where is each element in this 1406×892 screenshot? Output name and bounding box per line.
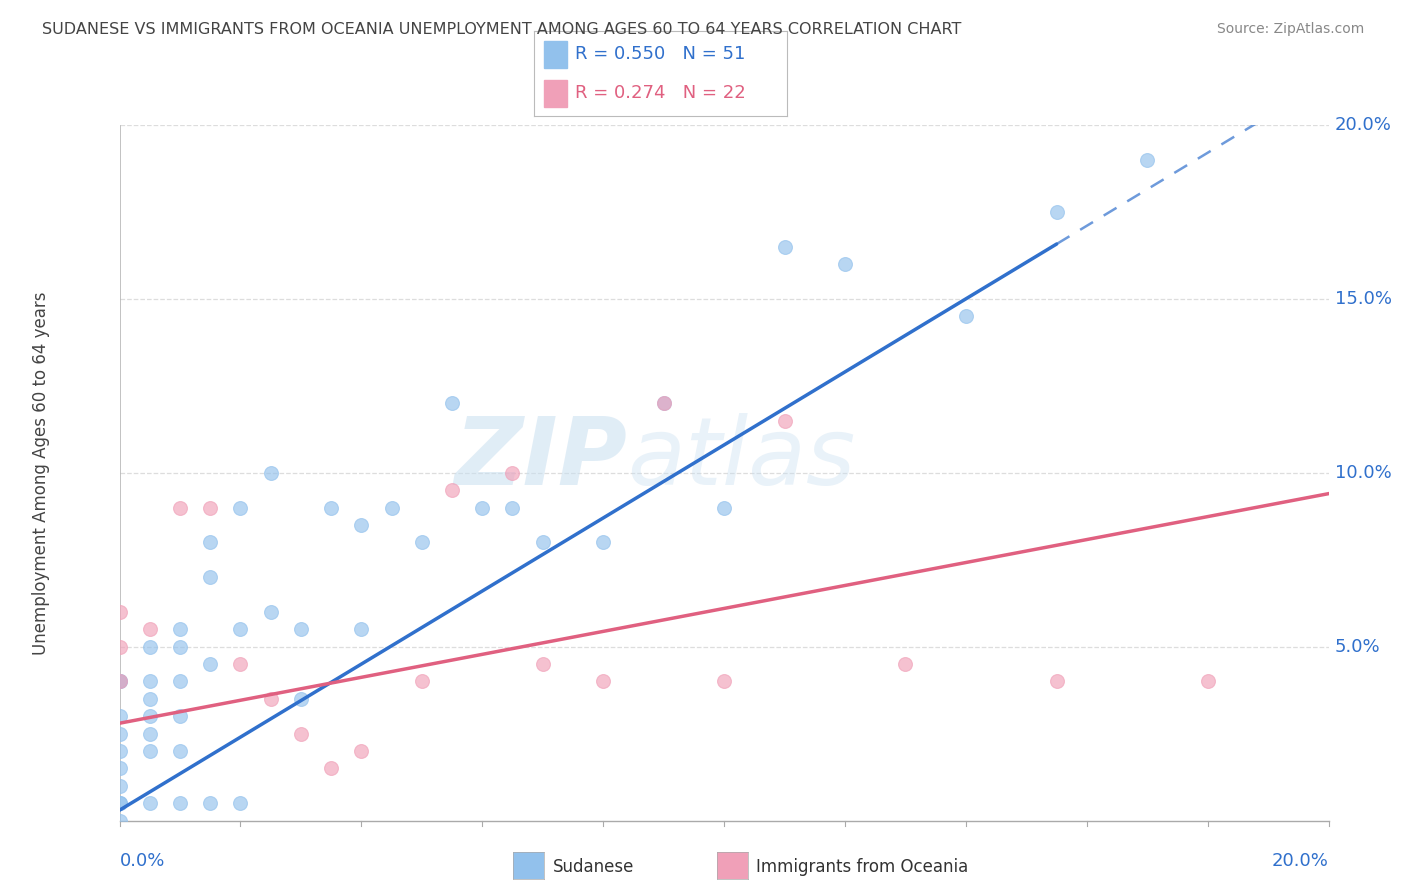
Point xyxy=(108,761,131,775)
Point xyxy=(259,605,281,619)
Point xyxy=(290,726,312,740)
Point xyxy=(501,466,523,480)
Point xyxy=(169,744,191,758)
Text: 10.0%: 10.0% xyxy=(1334,464,1392,482)
Point xyxy=(200,570,222,584)
Point xyxy=(108,674,131,689)
Point xyxy=(108,744,131,758)
Point xyxy=(229,657,252,671)
Point xyxy=(108,796,131,810)
Text: Immigrants from Oceania: Immigrants from Oceania xyxy=(756,858,969,876)
Point xyxy=(955,310,977,324)
Point xyxy=(138,709,162,723)
Point xyxy=(834,257,856,271)
Point xyxy=(138,744,162,758)
Text: SUDANESE VS IMMIGRANTS FROM OCEANIA UNEMPLOYMENT AMONG AGES 60 TO 64 YEARS CORRE: SUDANESE VS IMMIGRANTS FROM OCEANIA UNEM… xyxy=(42,22,962,37)
Point xyxy=(1045,205,1069,219)
Point xyxy=(138,674,162,689)
Point xyxy=(350,517,373,532)
Point xyxy=(380,500,402,515)
Point xyxy=(200,535,222,549)
Point xyxy=(259,692,281,706)
Point xyxy=(200,796,222,810)
Point xyxy=(169,674,191,689)
Point xyxy=(652,396,675,410)
Point xyxy=(531,657,554,671)
Point xyxy=(169,623,191,637)
Point xyxy=(1045,674,1069,689)
Text: 5.0%: 5.0% xyxy=(1334,638,1381,656)
Point xyxy=(894,657,917,671)
Point xyxy=(229,500,252,515)
Point xyxy=(229,623,252,637)
Point xyxy=(108,605,131,619)
Text: 20.0%: 20.0% xyxy=(1334,116,1392,134)
Point xyxy=(290,692,312,706)
Point xyxy=(713,500,735,515)
Point xyxy=(169,500,191,515)
Point xyxy=(108,640,131,654)
Point xyxy=(1197,674,1219,689)
Text: 20.0%: 20.0% xyxy=(1272,852,1329,870)
Point xyxy=(592,535,614,549)
Text: Source: ZipAtlas.com: Source: ZipAtlas.com xyxy=(1216,22,1364,37)
Point xyxy=(138,796,162,810)
Point xyxy=(138,692,162,706)
Point xyxy=(138,640,162,654)
Point xyxy=(108,726,131,740)
Text: 0.0%: 0.0% xyxy=(120,852,165,870)
Text: Unemployment Among Ages 60 to 64 years: Unemployment Among Ages 60 to 64 years xyxy=(32,291,51,655)
Point xyxy=(350,623,373,637)
Point xyxy=(652,396,675,410)
Point xyxy=(501,500,523,515)
Point xyxy=(169,709,191,723)
Point xyxy=(108,779,131,793)
Point xyxy=(440,483,463,497)
Point xyxy=(290,623,312,637)
Point xyxy=(108,796,131,810)
Bar xyxy=(544,40,567,68)
Point xyxy=(321,761,343,775)
Point xyxy=(259,466,281,480)
Point xyxy=(531,535,554,549)
Point xyxy=(411,535,433,549)
Text: ZIP: ZIP xyxy=(454,413,627,505)
Point xyxy=(200,500,222,515)
Text: R = 0.550   N = 51: R = 0.550 N = 51 xyxy=(575,45,745,63)
Point xyxy=(108,814,131,828)
Point xyxy=(108,674,131,689)
Point xyxy=(592,674,614,689)
Point xyxy=(200,657,222,671)
Point xyxy=(350,744,373,758)
Point xyxy=(138,726,162,740)
Point xyxy=(169,796,191,810)
Text: atlas: atlas xyxy=(627,413,856,504)
Bar xyxy=(544,79,567,107)
Point xyxy=(169,640,191,654)
Point xyxy=(471,500,494,515)
Text: R = 0.274   N = 22: R = 0.274 N = 22 xyxy=(575,84,745,102)
Point xyxy=(440,396,463,410)
Point xyxy=(229,796,252,810)
Text: 15.0%: 15.0% xyxy=(1334,290,1392,308)
Point xyxy=(773,239,796,253)
Text: Sudanese: Sudanese xyxy=(553,858,634,876)
Point xyxy=(411,674,433,689)
Point xyxy=(713,674,735,689)
Point xyxy=(321,500,343,515)
Point xyxy=(773,414,796,428)
Point xyxy=(138,623,162,637)
Point xyxy=(108,674,131,689)
Point xyxy=(1136,153,1159,167)
Point xyxy=(108,709,131,723)
